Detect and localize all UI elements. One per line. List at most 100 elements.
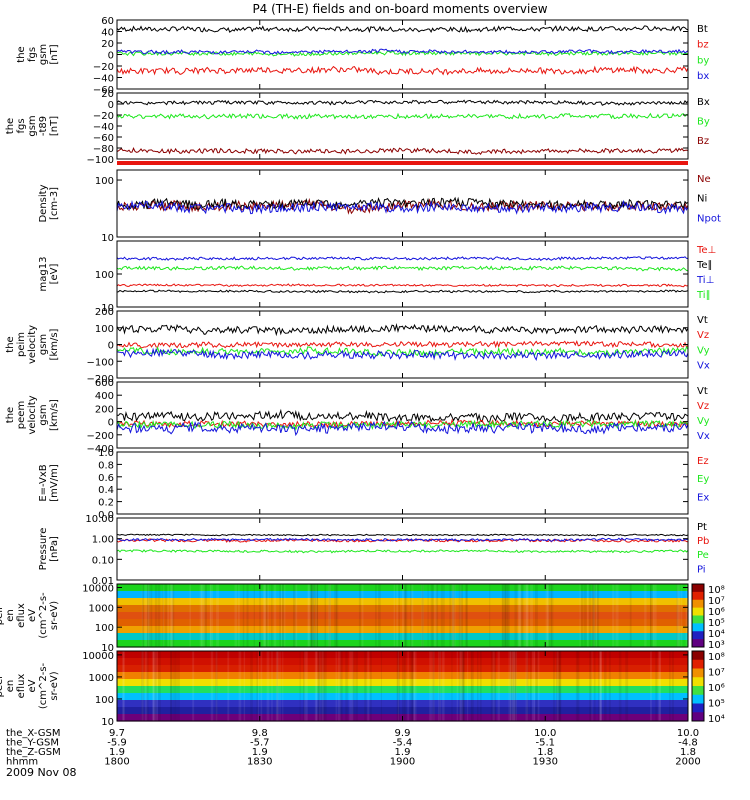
ylabel-line: en [5,680,16,693]
spectrogram-texture [677,584,681,647]
spectrogram-texture [551,584,554,647]
series-line [116,65,689,76]
spectrogram-texture [303,651,305,721]
legend-label: Pe [697,550,709,561]
spectrogram-texture [170,651,173,721]
y-tick-label: 10000 [82,583,114,594]
spectrogram-texture [421,584,424,647]
spectrogram-texture [215,651,218,721]
spectrogram-texture [413,651,417,721]
ephemeris-value: 1.9 [252,747,268,758]
spectrogram-texture [267,584,269,647]
spectrogram-texture [396,584,398,647]
spectrogram-texture [507,584,510,647]
spectrogram-texture [316,584,319,647]
legend-label: Bt [697,24,708,35]
spectrogram-texture [153,651,155,721]
spectrogram-texture [310,584,314,647]
spectrogram-texture [412,651,414,721]
spectrogram-band [117,700,688,708]
ylabel-line: [nT] [49,116,60,136]
colorbar-frame [691,650,705,722]
y-tick-label: 0.10 [92,555,114,566]
colorbar-segment [692,631,704,640]
spectrogram-band [117,612,688,620]
legend-label: Npot [697,213,721,224]
ephemeris-value: 9.8 [252,728,268,739]
spectrogram-texture [404,651,407,721]
y-tick-label: −60 [93,133,114,144]
spectrogram-texture [154,651,157,721]
ylabel-line: [nT] [49,44,60,64]
ephemeris-value: 10.0 [677,728,699,739]
legend-label: Vt [697,315,708,326]
spectrogram-texture [162,584,164,647]
y-tick-label: 0 [108,51,114,62]
panel-ylabel: thepeimvelocitygsm[km/s] [5,325,60,364]
spectrogram-texture [321,651,324,721]
spectrogram-texture [442,651,445,721]
spectrogram-texture [148,584,150,647]
spectrogram-texture [535,651,538,721]
spectrogram-texture [282,584,285,647]
ephemeris-value: 1.9 [109,747,125,758]
spectrogram-texture [150,584,153,647]
spectrogram-texture [327,584,331,647]
y-tick-label: −200 [87,431,114,442]
spectrogram-band [117,665,688,673]
ephemeris-value: 2000 [675,757,700,768]
spectrogram-texture [526,584,529,647]
spectrogram-texture [526,651,529,721]
y-tick-label: 100 [95,623,114,634]
series-line [116,419,689,437]
spectrogram-texture [525,651,529,721]
spectrogram-texture [409,651,413,721]
spectrogram-texture [170,584,173,647]
panel-ylabel: E=-VxB[mV/m] [38,464,60,502]
spectrogram-texture [511,651,515,721]
legend-label: Vx [697,431,710,442]
spectrogram-texture [531,651,535,721]
spectrogram-texture [200,584,203,647]
spectrogram-texture [410,584,412,647]
spectrogram-texture [604,651,607,721]
ephemeris-value: 1.9 [395,747,411,758]
spectrogram-texture [144,584,148,647]
spectrogram-band [117,707,688,715]
spectrogram-band [117,591,688,599]
colorbar-segment [692,615,704,624]
y-tick-label: −400 [87,444,114,455]
spectrogram-texture [429,651,432,721]
legend-label: bx [697,71,709,82]
spectrogram-texture [629,584,632,647]
series-line [116,418,689,431]
spectrogram-texture [600,651,602,721]
panel-pressure: Pressure[nPa] Pt Pb Pe Pi 10.00 1.00 0.10 0.01 [38,514,709,587]
spectrogram-texture [559,651,561,721]
spectrogram-texture [349,651,353,721]
y-tick-label: 200 [95,404,114,415]
spectrogram-band [117,605,688,613]
ylabel-line: eflux [16,603,27,628]
spectrogram-texture [165,584,167,647]
spectrogram-texture [463,651,466,721]
spectrogram-texture [364,651,367,721]
spectrogram-texture [530,584,533,647]
spectrogram-texture [397,651,400,721]
ephemeris-value: 1930 [533,757,558,768]
spectrogram-texture [435,584,439,647]
spectrogram-texture [460,584,463,647]
series-line [116,549,689,554]
spectrogram-texture [335,584,339,647]
spectrogram-texture [265,584,268,647]
spectrogram-texture [157,584,161,647]
ylabel-line: eflux [16,674,27,699]
y-tick-label: −40 [93,74,114,85]
spectrogram-texture [490,651,494,721]
spectrogram-texture [465,584,468,647]
series-line [116,289,689,294]
y-tick-label: 100 [95,270,114,281]
legend-label: Pi [697,564,706,575]
spectrogram-band [117,672,688,680]
